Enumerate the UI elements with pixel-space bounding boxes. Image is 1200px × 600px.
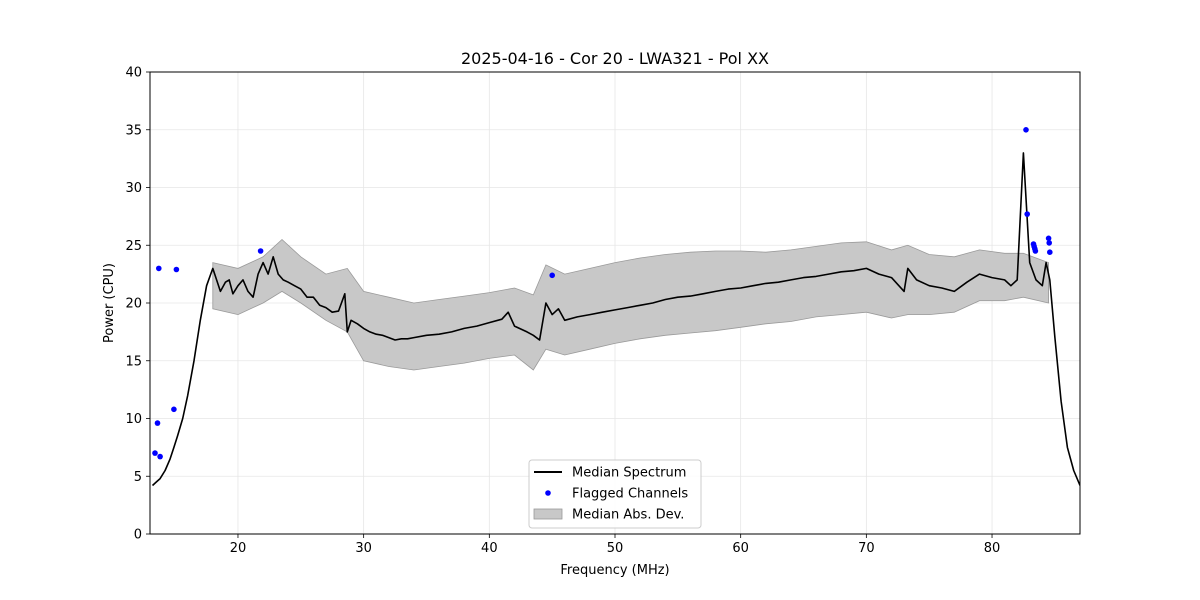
legend: Median Spectrum Flagged Channels Median … — [528, 459, 702, 529]
flagged-channel-point — [171, 406, 177, 413]
median-spectrum-line — [151, 152, 1080, 487]
x-tick-label: 80 — [984, 541, 1001, 556]
x-axis-label: Frequency (MHz) — [560, 563, 669, 578]
y-tick-label: 30 — [125, 181, 142, 196]
chart-title: 2025-04-16 - Cor 20 - LWA321 - Pol XX — [461, 49, 769, 68]
flagged-channel-point — [1032, 248, 1039, 254]
plot-area — [151, 127, 1080, 487]
flagged-channel-point — [173, 266, 180, 273]
flagged-channel-point — [1046, 240, 1052, 246]
flagged-channel-point — [1023, 127, 1029, 133]
flagged-channel-point — [1047, 249, 1053, 255]
legend-box — [528, 459, 702, 529]
x-tick-label: 60 — [732, 541, 749, 556]
flagged-channel-point — [156, 265, 162, 272]
x-tick-label: 20 — [230, 541, 247, 556]
y-tick-label: 0 — [134, 528, 142, 543]
y-tick-label: 5 — [134, 470, 142, 485]
legend-entry-median-abs-dev: Median Abs. Dev. — [572, 508, 684, 523]
y-tick-label: 40 — [125, 66, 142, 81]
legend-entry-flagged-channels: Flagged Channels — [572, 487, 688, 502]
x-tick-label: 70 — [858, 541, 875, 556]
x-tick-label: 40 — [481, 541, 498, 556]
y-tick-label: 15 — [125, 354, 142, 369]
legend-band-swatch — [533, 508, 563, 520]
y-tick-label: 20 — [125, 297, 142, 312]
y-tick-label: 35 — [125, 123, 142, 138]
flagged-channel-point — [152, 450, 158, 456]
x-tick-label: 30 — [355, 541, 372, 556]
flagged-channel-point — [157, 453, 163, 460]
x-tick-label: 50 — [607, 541, 624, 556]
flagged-channel-point — [549, 272, 555, 279]
y-tick-label: 10 — [125, 412, 142, 427]
flagged-channel-point — [1024, 211, 1030, 217]
legend-entry-median-spectrum: Median Spectrum — [572, 466, 686, 481]
y-axis-label: Power (CPU) — [102, 263, 117, 343]
legend-dot-swatch — [545, 490, 551, 496]
flagged-channel-point — [1045, 235, 1052, 242]
axis-ticks: 20 30 40 50 60 70 80 0 5 10 15 20 25 30 35 40 — [125, 66, 1000, 557]
y-tick-label: 25 — [125, 239, 142, 254]
flagged-channel-point — [257, 248, 264, 254]
flagged-channel-point — [154, 420, 161, 426]
